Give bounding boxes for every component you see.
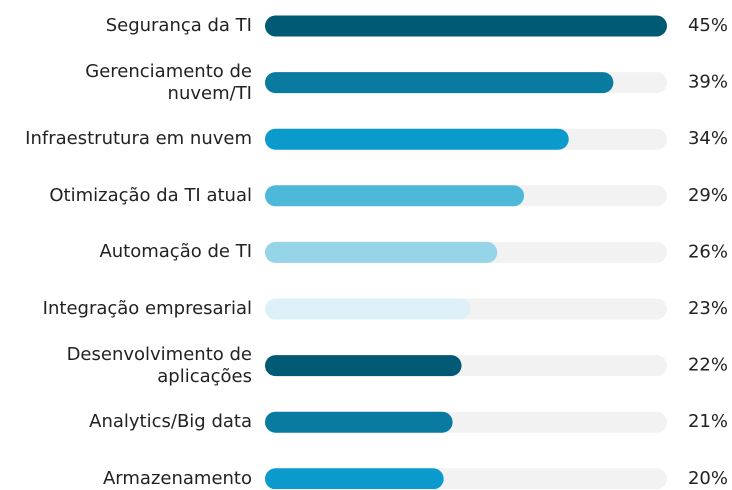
value-label: 45% xyxy=(688,15,728,36)
category-label: Otimização da TI atual xyxy=(49,184,252,206)
bar xyxy=(265,72,614,94)
category-label: Armazenamento xyxy=(102,467,252,489)
bar xyxy=(265,241,498,263)
value-label: 21% xyxy=(688,411,728,432)
category-label: Segurança da TI xyxy=(105,15,252,36)
category-label: Automação de TI xyxy=(99,241,252,263)
category-label: Analytics/Big data xyxy=(89,411,252,433)
bar xyxy=(265,355,462,377)
category-label: Infraestrutura em nuvem xyxy=(25,128,252,150)
value-label: 39% xyxy=(688,72,728,93)
value-label: 26% xyxy=(688,241,728,262)
bar xyxy=(265,298,471,320)
bar xyxy=(265,185,525,207)
category-label: Gerenciamento de nuvem/TI xyxy=(85,60,252,104)
category-label: Integração empresarial xyxy=(42,298,252,319)
value-label: 34% xyxy=(688,128,728,149)
value-label: 23% xyxy=(688,298,728,319)
bar xyxy=(265,15,667,37)
value-label: 29% xyxy=(688,185,728,206)
bar xyxy=(265,468,444,489)
bar xyxy=(265,411,453,433)
value-label: 20% xyxy=(688,468,728,489)
bar xyxy=(265,128,569,150)
value-label: 22% xyxy=(688,355,728,376)
category-label: Desenvolvimento de aplicações xyxy=(66,343,252,387)
